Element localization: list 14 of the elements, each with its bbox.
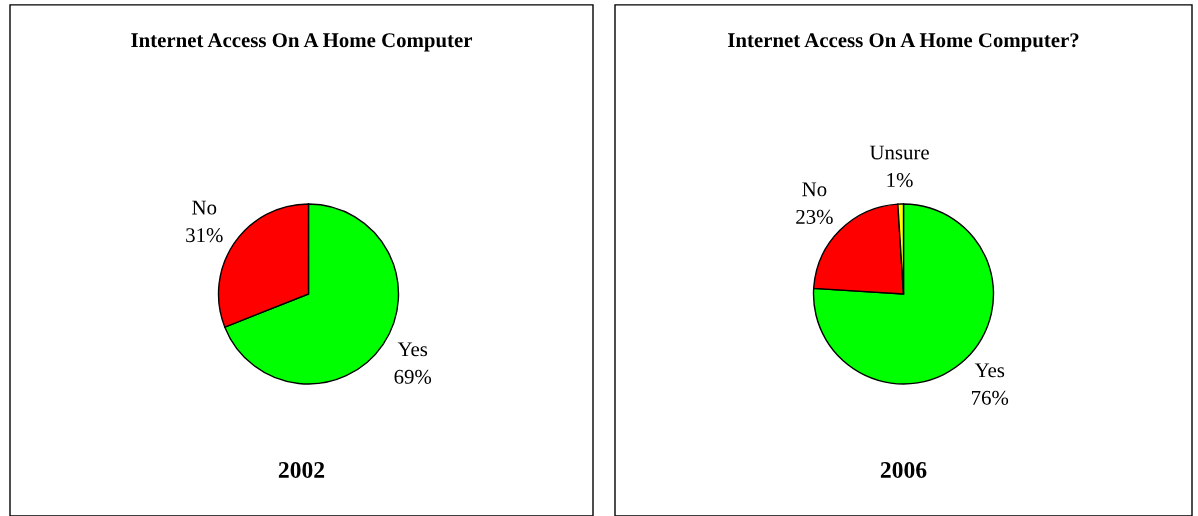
chart-title: Internet Access On A Home Computer? xyxy=(728,33,1079,52)
text: 2006 xyxy=(880,461,927,478)
data-label: 69% xyxy=(394,369,432,384)
slice-label: Yes xyxy=(397,342,428,357)
slice-label: No xyxy=(192,200,217,215)
data-label: 31% xyxy=(186,228,223,243)
text: 2002 xyxy=(278,461,325,478)
slice-label: Unsure xyxy=(869,145,929,160)
slice-label: No xyxy=(802,182,827,197)
data-label: 76% xyxy=(972,390,1009,405)
chart-title: Internet Access On A Home Computer xyxy=(131,33,473,52)
data-label: 1% xyxy=(887,173,913,188)
data-label: 23% xyxy=(796,209,833,224)
slice-label: Yes xyxy=(974,363,1005,378)
